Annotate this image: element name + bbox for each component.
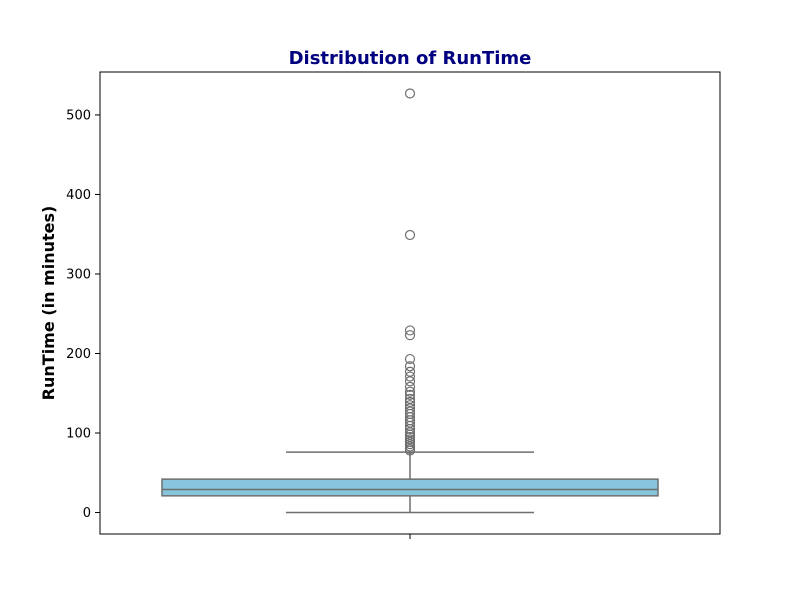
outlier-point: [404, 423, 416, 435]
outlier-point: [404, 381, 416, 392]
y-tick-label: 0: [83, 506, 91, 521]
y-tick-label: 400: [66, 188, 91, 203]
outlier-point: [404, 361, 416, 372]
outlier-point: [404, 330, 416, 341]
y-tick-label: 200: [66, 347, 91, 362]
y-axis-ticks: 0 100 200 300 400 500: [66, 108, 100, 521]
outlier-point: [404, 353, 416, 365]
outlier-point: [404, 376, 416, 387]
outlier-series: [404, 88, 416, 456]
y-axis-label: RunTime (in minutes): [39, 206, 58, 401]
outlier-point: [404, 445, 416, 456]
outlier-point: [404, 88, 416, 99]
box-series: [161, 451, 659, 514]
chart-title: Distribution of RunTime: [289, 48, 532, 69]
outlier-point: [404, 386, 416, 397]
outlier-point: [404, 371, 416, 382]
y-tick-label: 300: [66, 267, 91, 282]
outlier-point: [404, 229, 416, 241]
iqr-box: [161, 478, 659, 497]
outlier-point: [404, 325, 416, 336]
outlier-point: [404, 389, 416, 400]
y-tick-label: 500: [66, 108, 91, 123]
y-tick-label: 100: [66, 427, 91, 442]
